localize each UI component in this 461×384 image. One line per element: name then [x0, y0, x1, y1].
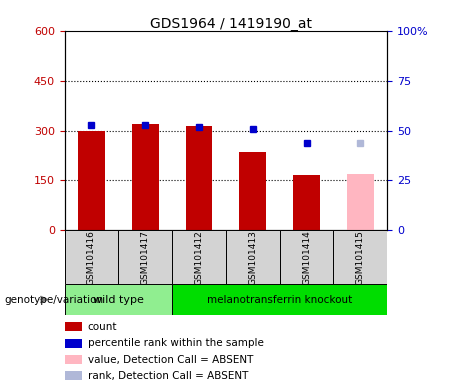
Bar [65, 339, 82, 348]
Bar [293, 175, 320, 230]
Bar [65, 355, 82, 364]
Bar [65, 230, 118, 284]
Bar [78, 131, 105, 230]
Text: GSM101417: GSM101417 [141, 230, 150, 285]
Text: GDS1964 / 1419190_at: GDS1964 / 1419190_at [149, 17, 312, 31]
Bar [333, 230, 387, 284]
Text: GSM101415: GSM101415 [356, 230, 365, 285]
Bar [239, 152, 266, 230]
Bar [347, 174, 374, 230]
Text: count: count [88, 322, 117, 332]
Text: genotype/variation: genotype/variation [5, 295, 104, 305]
Bar [226, 230, 280, 284]
Bar [65, 322, 82, 331]
Text: percentile rank within the sample: percentile rank within the sample [88, 338, 264, 348]
Bar [65, 284, 172, 315]
Text: GSM101416: GSM101416 [87, 230, 96, 285]
Bar [280, 230, 333, 284]
Text: GSM101412: GSM101412 [195, 230, 203, 285]
Text: GSM101413: GSM101413 [248, 230, 257, 285]
Bar [65, 371, 82, 381]
Bar [172, 230, 226, 284]
Bar [172, 284, 387, 315]
Text: value, Detection Call = ABSENT: value, Detection Call = ABSENT [88, 354, 253, 364]
Bar [132, 124, 159, 230]
Text: wild type: wild type [93, 295, 144, 305]
Text: melanotransferrin knockout: melanotransferrin knockout [207, 295, 352, 305]
Bar [185, 126, 213, 230]
Text: rank, Detection Call = ABSENT: rank, Detection Call = ABSENT [88, 371, 248, 381]
Text: GSM101414: GSM101414 [302, 230, 311, 285]
Bar [118, 230, 172, 284]
